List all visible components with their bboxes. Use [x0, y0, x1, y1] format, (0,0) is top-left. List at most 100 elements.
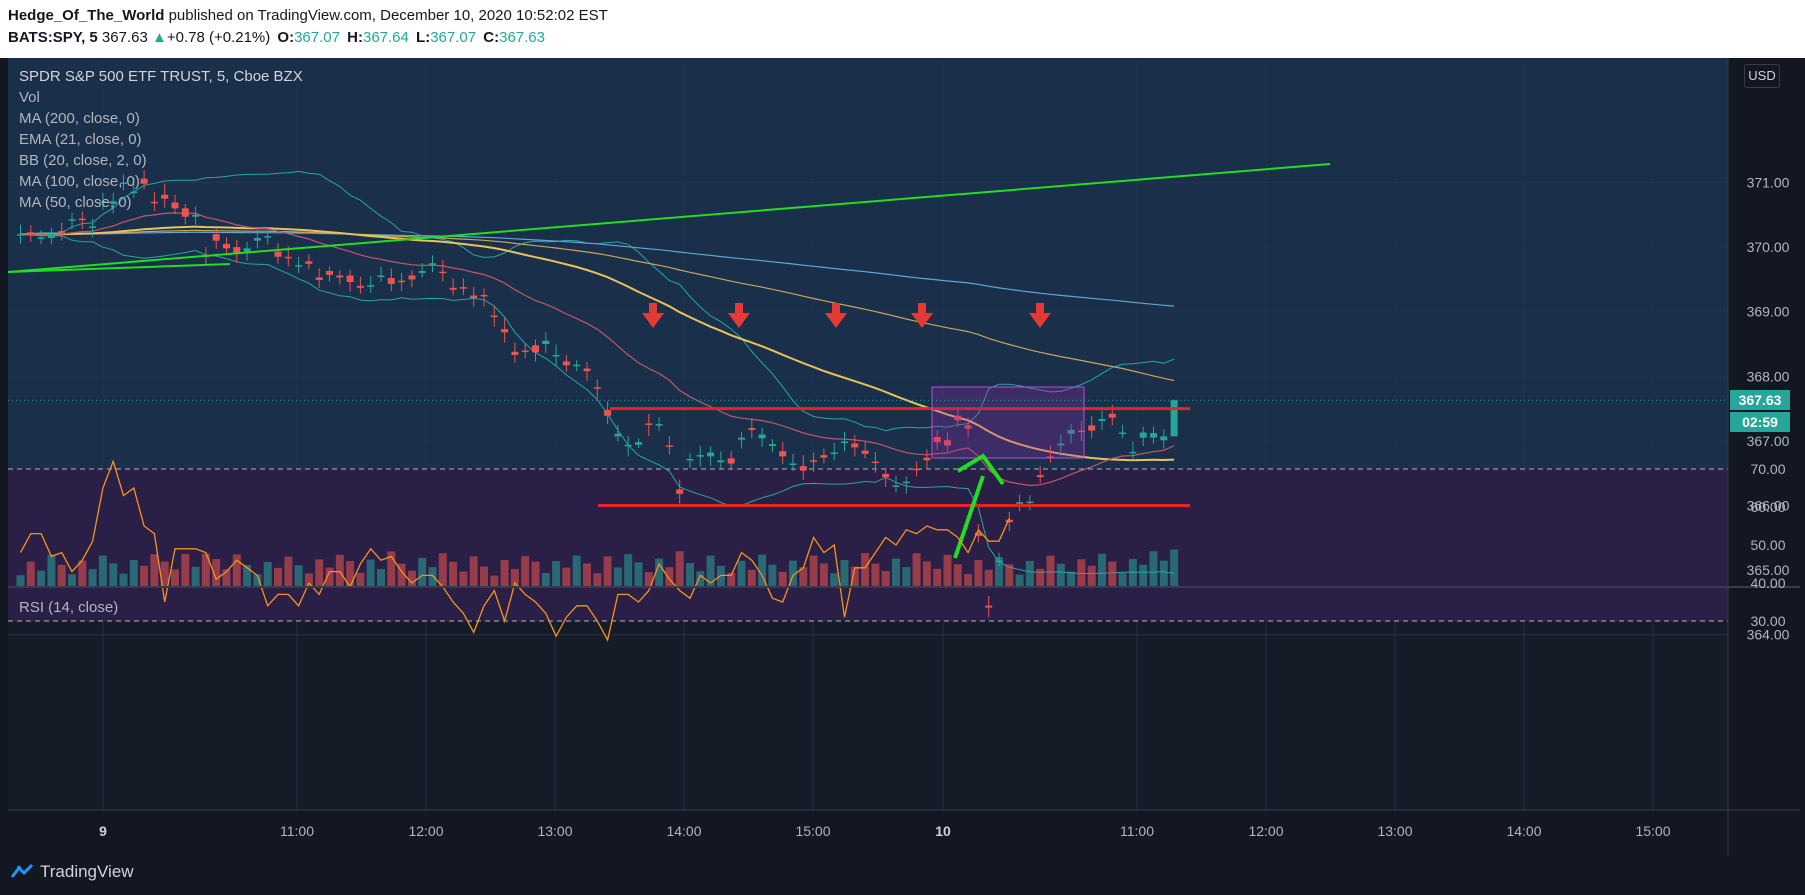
author-name[interactable]: Hedge_Of_The_World: [8, 7, 165, 24]
volume-bar: [201, 553, 210, 586]
indicator-legend: SPDR S&P 500 ETF TRUST, 5, Cboe BZX Vol …: [19, 66, 303, 213]
price-tick-label: 370.00: [1747, 239, 1790, 255]
volume-bar: [1098, 553, 1106, 586]
volume-bar: [1015, 574, 1024, 586]
candle-body: [985, 605, 993, 608]
legend-title[interactable]: SPDR S&P 500 ETF TRUST, 5, Cboe BZX: [19, 68, 303, 85]
volume-bar: [16, 575, 25, 586]
candle-body: [37, 237, 45, 239]
volume-bar: [459, 571, 468, 586]
candle-body: [841, 441, 848, 444]
candle-body: [696, 455, 704, 457]
volume-bar: [964, 574, 973, 586]
tradingview-logo-icon: [10, 863, 34, 878]
candle-body: [284, 256, 292, 259]
volume-bar: [922, 561, 931, 586]
volume-bar: [881, 571, 890, 586]
time-tick-label: 13:00: [1377, 823, 1412, 839]
volume-bar: [552, 561, 561, 586]
volume-bar: [37, 570, 46, 586]
legend-volume[interactable]: Vol: [19, 89, 40, 106]
price-change: +0.78 (+0.21%): [166, 29, 271, 46]
candle-body: [871, 461, 879, 464]
legend-ma200[interactable]: MA (200, close, 0): [19, 110, 140, 127]
volume-bar: [850, 566, 859, 586]
candle-body: [58, 230, 66, 233]
low-label: L:: [416, 29, 431, 46]
candle-body: [326, 271, 333, 275]
candle-body: [212, 234, 220, 241]
candle-body: [305, 261, 313, 264]
volume-bar: [541, 573, 550, 586]
volume-bar: [696, 571, 705, 586]
legend-bb[interactable]: BB (20, close, 2, 0): [19, 152, 147, 169]
volume-bar: [160, 561, 169, 586]
candle-body: [274, 251, 282, 257]
candle-body: [429, 263, 436, 265]
time-tick-label: 15:00: [1635, 823, 1670, 839]
candle-body: [192, 214, 200, 217]
currency-button[interactable]: USD: [1744, 64, 1780, 88]
candle-body: [398, 280, 406, 283]
down-arrow-icon: [918, 303, 926, 313]
candle-body: [130, 191, 138, 194]
candle-body: [346, 275, 354, 282]
volume-bar: [243, 565, 252, 586]
candle-body: [1077, 430, 1085, 433]
volume-bar: [655, 558, 664, 586]
volume-bar: [840, 560, 849, 586]
candle-body: [768, 444, 776, 447]
volume-bar: [593, 573, 602, 586]
candle-body: [892, 485, 900, 487]
candle-body: [810, 460, 818, 462]
candle-body: [923, 457, 931, 461]
candle-body: [1098, 418, 1106, 421]
candle-body: [789, 463, 797, 466]
time-tick-label: 15:00: [795, 823, 830, 839]
down-arrow-icon: [642, 313, 664, 328]
time-tick-label: 10: [935, 823, 951, 839]
volume-bar: [665, 567, 674, 586]
rsi-tick-label: 30.00: [1750, 613, 1785, 629]
rsi-band: [8, 468, 1728, 622]
time-tick-label: 11:00: [280, 823, 314, 839]
volume-bar: [88, 569, 97, 586]
volume-bar: [789, 560, 797, 586]
ema21-line: [20, 212, 1175, 487]
candle-body: [593, 387, 601, 389]
candle-body: [748, 427, 756, 430]
volume-bar: [572, 555, 581, 586]
candle-body: [490, 315, 498, 318]
time-tick-label: 14:00: [1506, 823, 1541, 839]
time-axis-strip: [8, 810, 1728, 856]
volume-bar: [407, 570, 416, 586]
candle-body: [1036, 475, 1044, 478]
footer-brand[interactable]: TradingView: [10, 859, 134, 885]
volume-bar: [387, 551, 396, 586]
candle-body: [1108, 413, 1116, 418]
volume-bar: [995, 557, 1003, 586]
volume-bar: [397, 563, 406, 586]
chart-canvas[interactable]: 371.00 370.00 369.00 368.00 367.00 366.00 365.…: [0, 58, 1805, 895]
volume-bar: [778, 571, 787, 586]
candle-body: [150, 201, 158, 204]
candle-body: [1150, 433, 1157, 438]
volume-bar: [1077, 559, 1086, 586]
volume-bar: [449, 561, 458, 586]
legend-ma50[interactable]: MA (50, close, 0): [19, 194, 132, 211]
volume-bar: [377, 569, 385, 586]
legend-ema21[interactable]: EMA (21, close, 0): [19, 131, 142, 148]
candle-body: [820, 455, 828, 458]
open-value: 367.07: [294, 29, 340, 46]
rsi-legend[interactable]: RSI (14, close): [19, 599, 119, 616]
candle-body: [253, 238, 261, 241]
trend-line-short: [7, 263, 231, 273]
legend-ma100[interactable]: MA (100, close, 0): [19, 173, 140, 190]
candle-body: [830, 452, 838, 455]
volume-bar: [335, 554, 344, 586]
candle-body: [604, 409, 612, 416]
price-tick-label: 371.00: [1747, 175, 1790, 191]
candle-body: [1067, 429, 1075, 434]
down-arrow-icon: [728, 313, 750, 328]
volume-bar: [438, 553, 447, 586]
